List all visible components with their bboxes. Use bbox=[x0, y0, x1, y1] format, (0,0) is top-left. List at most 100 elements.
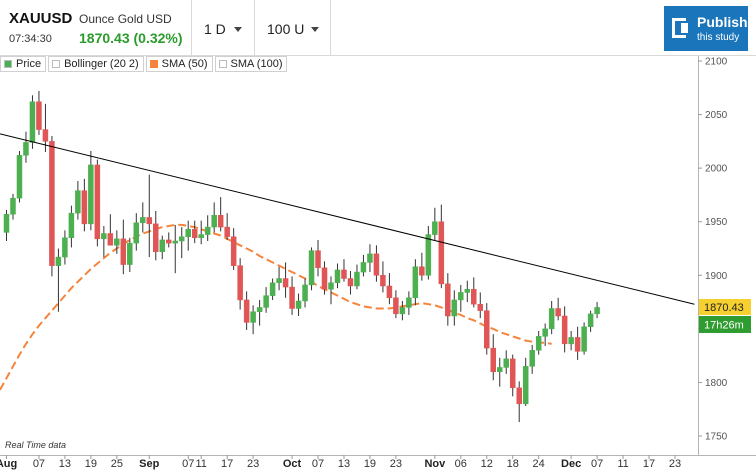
candle bbox=[191, 220, 198, 244]
candle-body bbox=[10, 197, 16, 215]
y-tick-label: 1900 bbox=[705, 271, 728, 282]
candle bbox=[23, 131, 29, 163]
candle bbox=[509, 354, 516, 397]
candle-body bbox=[321, 267, 328, 290]
candle bbox=[289, 276, 295, 315]
candle-body bbox=[42, 129, 49, 142]
candle-body bbox=[178, 236, 185, 242]
candle bbox=[153, 211, 159, 261]
x-tick-label: 25 bbox=[111, 458, 123, 470]
legend-item-sma100[interactable]: SMA (100) bbox=[214, 56, 288, 72]
publish-title: Publish bbox=[697, 14, 748, 30]
candle-body bbox=[263, 295, 269, 308]
candle-body bbox=[380, 275, 386, 287]
candle bbox=[406, 291, 412, 315]
y-tick-label: 2100 bbox=[705, 57, 728, 68]
x-tick-label: 13 bbox=[338, 458, 350, 470]
interval-label: 1 D bbox=[204, 21, 226, 37]
symbol-name[interactable]: XAUUSD bbox=[9, 10, 73, 27]
candle bbox=[432, 207, 438, 240]
candle-body bbox=[172, 240, 178, 244]
candle bbox=[328, 276, 334, 305]
x-tick-label: 07 bbox=[182, 458, 194, 470]
candle bbox=[75, 181, 81, 220]
candle bbox=[347, 271, 354, 295]
x-tick-label: 12 bbox=[481, 458, 493, 470]
candle bbox=[464, 280, 471, 303]
candle bbox=[529, 344, 535, 374]
candle-body bbox=[302, 284, 308, 302]
candle bbox=[419, 252, 425, 281]
x-tick-label: 07 bbox=[591, 458, 603, 470]
candle bbox=[166, 232, 172, 248]
candle bbox=[3, 209, 10, 241]
candle-body bbox=[464, 288, 471, 293]
legend-item-price[interactable]: Price bbox=[0, 56, 47, 72]
candle bbox=[542, 323, 548, 346]
candle-body bbox=[295, 300, 302, 309]
candle-body bbox=[101, 233, 107, 240]
candle-body bbox=[107, 233, 114, 246]
y-tick-label: 1950 bbox=[705, 217, 728, 228]
candle bbox=[445, 273, 451, 326]
candle bbox=[68, 205, 75, 248]
x-tick-label: Aug bbox=[0, 458, 17, 470]
candle-body bbox=[140, 217, 146, 224]
x-tick-label: 24 bbox=[533, 458, 545, 470]
x-tick-label: 11 bbox=[195, 458, 206, 470]
sma100-swatch bbox=[218, 60, 227, 68]
y-tick-label: 2000 bbox=[705, 164, 728, 175]
candle bbox=[535, 331, 542, 355]
candle-body bbox=[354, 271, 360, 287]
candle bbox=[594, 302, 600, 319]
candle-body bbox=[373, 253, 380, 276]
candle bbox=[490, 334, 496, 381]
publish-icon bbox=[672, 18, 686, 38]
candle-body bbox=[484, 310, 490, 349]
candle-body bbox=[289, 286, 295, 309]
candle-body bbox=[503, 358, 509, 368]
legend-item-bollinger[interactable]: Bollinger (20 2) bbox=[48, 56, 144, 72]
candle-body bbox=[509, 358, 516, 389]
bars-dropdown[interactable]: 100 U bbox=[255, 0, 331, 56]
candle-body bbox=[347, 278, 354, 287]
legend-item-sma50[interactable]: SMA (50) bbox=[145, 56, 213, 72]
candle-body bbox=[548, 308, 555, 330]
candle bbox=[341, 259, 347, 282]
candle-body bbox=[127, 242, 133, 265]
candle-body bbox=[315, 250, 321, 269]
candle-body bbox=[159, 239, 166, 252]
x-tick-label: 23 bbox=[390, 458, 402, 470]
candle-body bbox=[49, 141, 55, 266]
candle-body bbox=[438, 221, 445, 285]
candle bbox=[516, 381, 522, 423]
publish-icon-inner bbox=[681, 23, 688, 33]
interval-dropdown[interactable]: 1 D bbox=[192, 0, 255, 56]
candle-body bbox=[204, 226, 211, 235]
candle-body bbox=[432, 221, 438, 235]
candle bbox=[62, 230, 68, 265]
publish-button[interactable]: Publish this study bbox=[664, 6, 748, 51]
candle-body bbox=[146, 217, 153, 225]
candle bbox=[101, 226, 107, 258]
candle-body bbox=[535, 336, 542, 351]
legend-label: SMA (50) bbox=[161, 58, 208, 70]
candle-body bbox=[496, 367, 503, 372]
candle bbox=[425, 226, 432, 280]
candle-body bbox=[211, 215, 217, 228]
candle-body bbox=[29, 101, 36, 143]
candle bbox=[496, 357, 503, 387]
x-tick-label: Nov bbox=[424, 458, 446, 470]
x-tick-label: Oct bbox=[283, 458, 302, 470]
candle bbox=[217, 197, 224, 232]
candle bbox=[172, 224, 178, 274]
candle bbox=[224, 213, 230, 240]
candle bbox=[393, 290, 399, 319]
candle bbox=[503, 350, 509, 374]
candle bbox=[360, 254, 367, 277]
candle-body bbox=[425, 234, 432, 276]
y-tick-label: 1750 bbox=[705, 432, 728, 443]
candle bbox=[29, 95, 36, 149]
candle bbox=[354, 264, 360, 290]
